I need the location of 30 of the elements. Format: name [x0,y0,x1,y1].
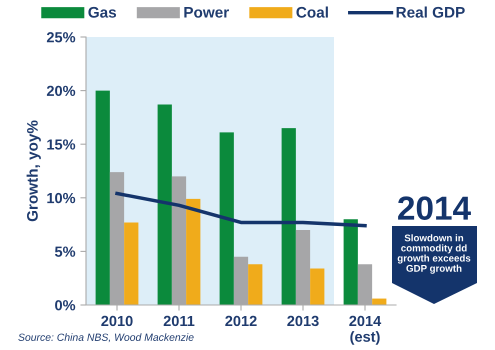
y-tick-label: 5% [54,246,76,257]
x-tick-label: 2013 [287,316,319,326]
legend-label: Gas [88,6,116,18]
line-series [115,192,367,228]
legend-label: Power [184,7,229,18]
legend-label: Coal [296,6,328,18]
x-tick-label: 2010 [101,316,133,326]
text: 2014 [398,196,471,220]
y-tick-label: 15% [47,139,76,150]
source-note: Source: China NBS, Wood Mackenzie [18,333,194,342]
bar [344,219,358,305]
x-tick-label: 2014 (est) [349,316,382,345]
y-axis-title: Growth, yoy% [26,120,41,222]
y-tick-label: 0% [55,300,76,310]
bar [310,268,324,305]
y-tick-label: 25% [46,32,76,42]
bar [282,128,296,305]
bar [372,298,386,305]
bar [248,264,262,305]
legend-label: Real GDP [396,6,465,18]
bar [96,90,110,305]
x-tick-label: 2011 [164,316,194,326]
y-tick-label: 10% [47,192,76,204]
bar [124,222,138,305]
x-tick-label: 2012 [225,316,257,326]
bar [158,104,172,305]
bar [186,198,200,305]
bar [220,132,234,305]
y-tick-label: 20% [46,86,76,96]
text: Slowdown in commodity dd growth exceeds GDP growth [398,234,470,274]
